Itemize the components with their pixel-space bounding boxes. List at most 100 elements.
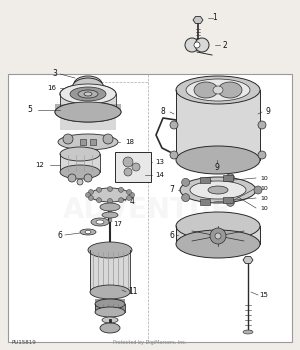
Bar bbox=[90, 250, 130, 292]
Ellipse shape bbox=[176, 76, 260, 104]
Circle shape bbox=[182, 178, 190, 186]
Ellipse shape bbox=[218, 82, 242, 98]
Circle shape bbox=[97, 198, 101, 203]
Text: 1: 1 bbox=[213, 14, 218, 22]
Ellipse shape bbox=[80, 229, 96, 235]
Ellipse shape bbox=[96, 220, 104, 224]
Circle shape bbox=[107, 198, 112, 203]
Ellipse shape bbox=[213, 86, 223, 94]
Ellipse shape bbox=[100, 203, 120, 211]
Text: 15: 15 bbox=[260, 292, 268, 298]
Circle shape bbox=[210, 228, 226, 244]
Ellipse shape bbox=[102, 212, 118, 218]
Circle shape bbox=[258, 151, 266, 159]
Circle shape bbox=[107, 187, 112, 191]
Circle shape bbox=[258, 121, 266, 129]
Text: 7: 7 bbox=[169, 186, 174, 195]
Circle shape bbox=[84, 174, 92, 182]
Ellipse shape bbox=[60, 165, 100, 179]
Circle shape bbox=[226, 198, 234, 206]
Circle shape bbox=[118, 198, 124, 203]
Ellipse shape bbox=[60, 147, 100, 161]
Bar bbox=[223, 175, 233, 181]
Circle shape bbox=[254, 186, 262, 194]
Circle shape bbox=[185, 38, 199, 52]
Text: 2: 2 bbox=[223, 41, 227, 49]
Text: PU15819: PU15819 bbox=[12, 340, 37, 345]
Ellipse shape bbox=[100, 323, 120, 333]
Text: 6: 6 bbox=[169, 231, 174, 239]
Text: 10: 10 bbox=[260, 196, 268, 201]
Text: 10: 10 bbox=[260, 175, 268, 181]
Bar bbox=[90, 139, 96, 145]
Bar bbox=[200, 199, 210, 205]
Polygon shape bbox=[193, 16, 203, 23]
Ellipse shape bbox=[88, 242, 132, 258]
Circle shape bbox=[215, 233, 221, 239]
Text: 11: 11 bbox=[128, 287, 138, 296]
Circle shape bbox=[123, 157, 133, 167]
Text: 4: 4 bbox=[130, 197, 134, 206]
Ellipse shape bbox=[74, 76, 102, 92]
Ellipse shape bbox=[55, 102, 121, 122]
Ellipse shape bbox=[72, 78, 104, 98]
Ellipse shape bbox=[95, 299, 125, 309]
Text: 10: 10 bbox=[260, 205, 268, 210]
Bar bbox=[176, 90, 260, 160]
Ellipse shape bbox=[176, 146, 260, 174]
Circle shape bbox=[68, 174, 76, 182]
Text: 14: 14 bbox=[156, 172, 164, 178]
Text: 10: 10 bbox=[260, 186, 268, 190]
Circle shape bbox=[182, 194, 190, 202]
Ellipse shape bbox=[186, 79, 250, 101]
Text: 3: 3 bbox=[52, 70, 57, 78]
Ellipse shape bbox=[176, 230, 260, 258]
Circle shape bbox=[195, 38, 209, 52]
Text: 13: 13 bbox=[155, 159, 164, 165]
Bar bbox=[223, 197, 233, 203]
Circle shape bbox=[124, 168, 132, 176]
Text: 5: 5 bbox=[28, 105, 32, 114]
Bar bbox=[60, 154, 100, 172]
Bar bbox=[55, 104, 121, 112]
Circle shape bbox=[77, 179, 83, 185]
Circle shape bbox=[170, 151, 178, 159]
Ellipse shape bbox=[90, 188, 130, 202]
Polygon shape bbox=[243, 257, 253, 264]
Text: 9: 9 bbox=[266, 107, 270, 117]
Circle shape bbox=[85, 193, 91, 197]
Circle shape bbox=[97, 187, 101, 192]
Text: 17: 17 bbox=[113, 221, 122, 227]
Text: 12: 12 bbox=[36, 162, 44, 168]
Ellipse shape bbox=[95, 307, 125, 317]
Circle shape bbox=[130, 193, 134, 197]
Bar bbox=[176, 226, 260, 244]
Circle shape bbox=[226, 174, 234, 182]
Circle shape bbox=[194, 42, 200, 48]
Bar bbox=[200, 177, 210, 183]
Text: 6: 6 bbox=[58, 231, 62, 239]
Circle shape bbox=[103, 134, 113, 144]
Ellipse shape bbox=[194, 82, 218, 98]
Bar bbox=[95, 299, 125, 312]
Circle shape bbox=[132, 163, 140, 171]
Text: Protected by DigiMarcers, Inc.: Protected by DigiMarcers, Inc. bbox=[113, 340, 187, 345]
Ellipse shape bbox=[243, 330, 253, 334]
Circle shape bbox=[127, 196, 132, 201]
Bar bbox=[8, 74, 292, 342]
Text: ADVENTUR: ADVENTUR bbox=[63, 196, 233, 224]
Circle shape bbox=[88, 189, 93, 195]
Ellipse shape bbox=[55, 102, 121, 122]
Ellipse shape bbox=[102, 317, 118, 323]
Circle shape bbox=[88, 196, 93, 201]
Ellipse shape bbox=[208, 186, 228, 194]
Ellipse shape bbox=[176, 212, 260, 240]
Ellipse shape bbox=[58, 134, 118, 150]
Ellipse shape bbox=[85, 231, 91, 233]
Text: 18: 18 bbox=[125, 139, 134, 145]
Ellipse shape bbox=[90, 285, 130, 299]
Circle shape bbox=[127, 189, 132, 195]
Ellipse shape bbox=[180, 177, 256, 203]
Circle shape bbox=[118, 187, 124, 192]
Ellipse shape bbox=[78, 90, 98, 98]
